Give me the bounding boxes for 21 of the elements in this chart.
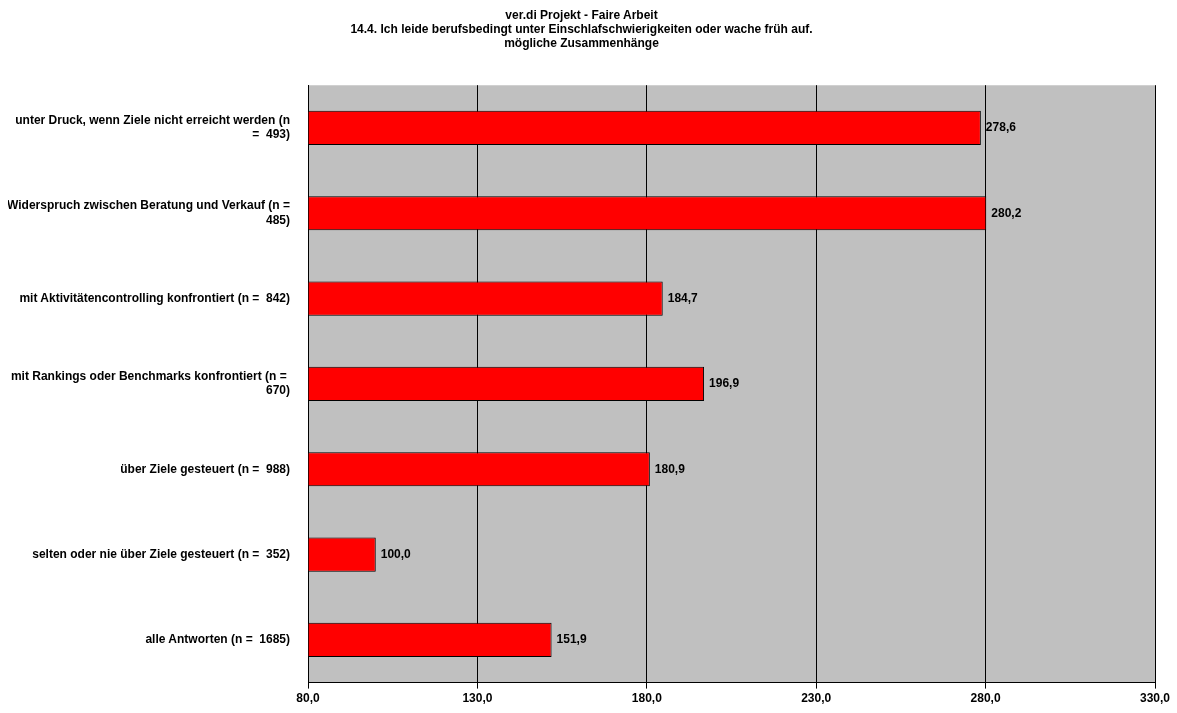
x-tick-label: 180,0 bbox=[631, 691, 663, 706]
x-tick-label: 330,0 bbox=[1139, 691, 1171, 706]
y-tick-label: alle Antworten (n = 1685) bbox=[145, 632, 290, 647]
x-tick-label: 130,0 bbox=[462, 691, 493, 706]
data-label: 151,9 bbox=[556, 632, 587, 647]
x-tick-label: 280,0 bbox=[970, 691, 1001, 706]
y-tick-label: unter Druck, wenn Ziele nicht erreicht werden (n = 493) bbox=[15, 112, 290, 142]
y-tick-label: über Ziele gesteuert (n = 988) bbox=[120, 461, 290, 476]
y-tick-label: mit Rankings oder Benchmarks konfrontiert (n = 670) bbox=[10, 369, 290, 398]
data-label: 184,7 bbox=[667, 290, 699, 305]
x-tick-label: 230,0 bbox=[801, 691, 832, 706]
chart-title: ver.di Projekt - Faire Arbeit 14.4. Ich leide berufsbedingt unter Einschlafschwierigkeiten oder wache früh auf. mögliche Zusammenhänge bbox=[350, 7, 813, 51]
x-tick-label: 80,0 bbox=[296, 691, 320, 706]
data-label: 278,6 bbox=[985, 120, 1017, 135]
y-tick-label: selten oder nie über Ziele gesteuert (n = 352) bbox=[32, 546, 290, 561]
data-label: 180,9 bbox=[654, 461, 686, 476]
y-tick-label: Widerspruch zwischen Beratung und Verkauf (n = 485) bbox=[7, 198, 290, 227]
data-label: 280,2 bbox=[991, 205, 1022, 220]
y-tick-label: mit Aktivitätencontrolling konfrontiert (n = 842) bbox=[19, 290, 290, 305]
data-label: 100,0 bbox=[380, 546, 412, 561]
data-label: 196,9 bbox=[709, 376, 740, 391]
